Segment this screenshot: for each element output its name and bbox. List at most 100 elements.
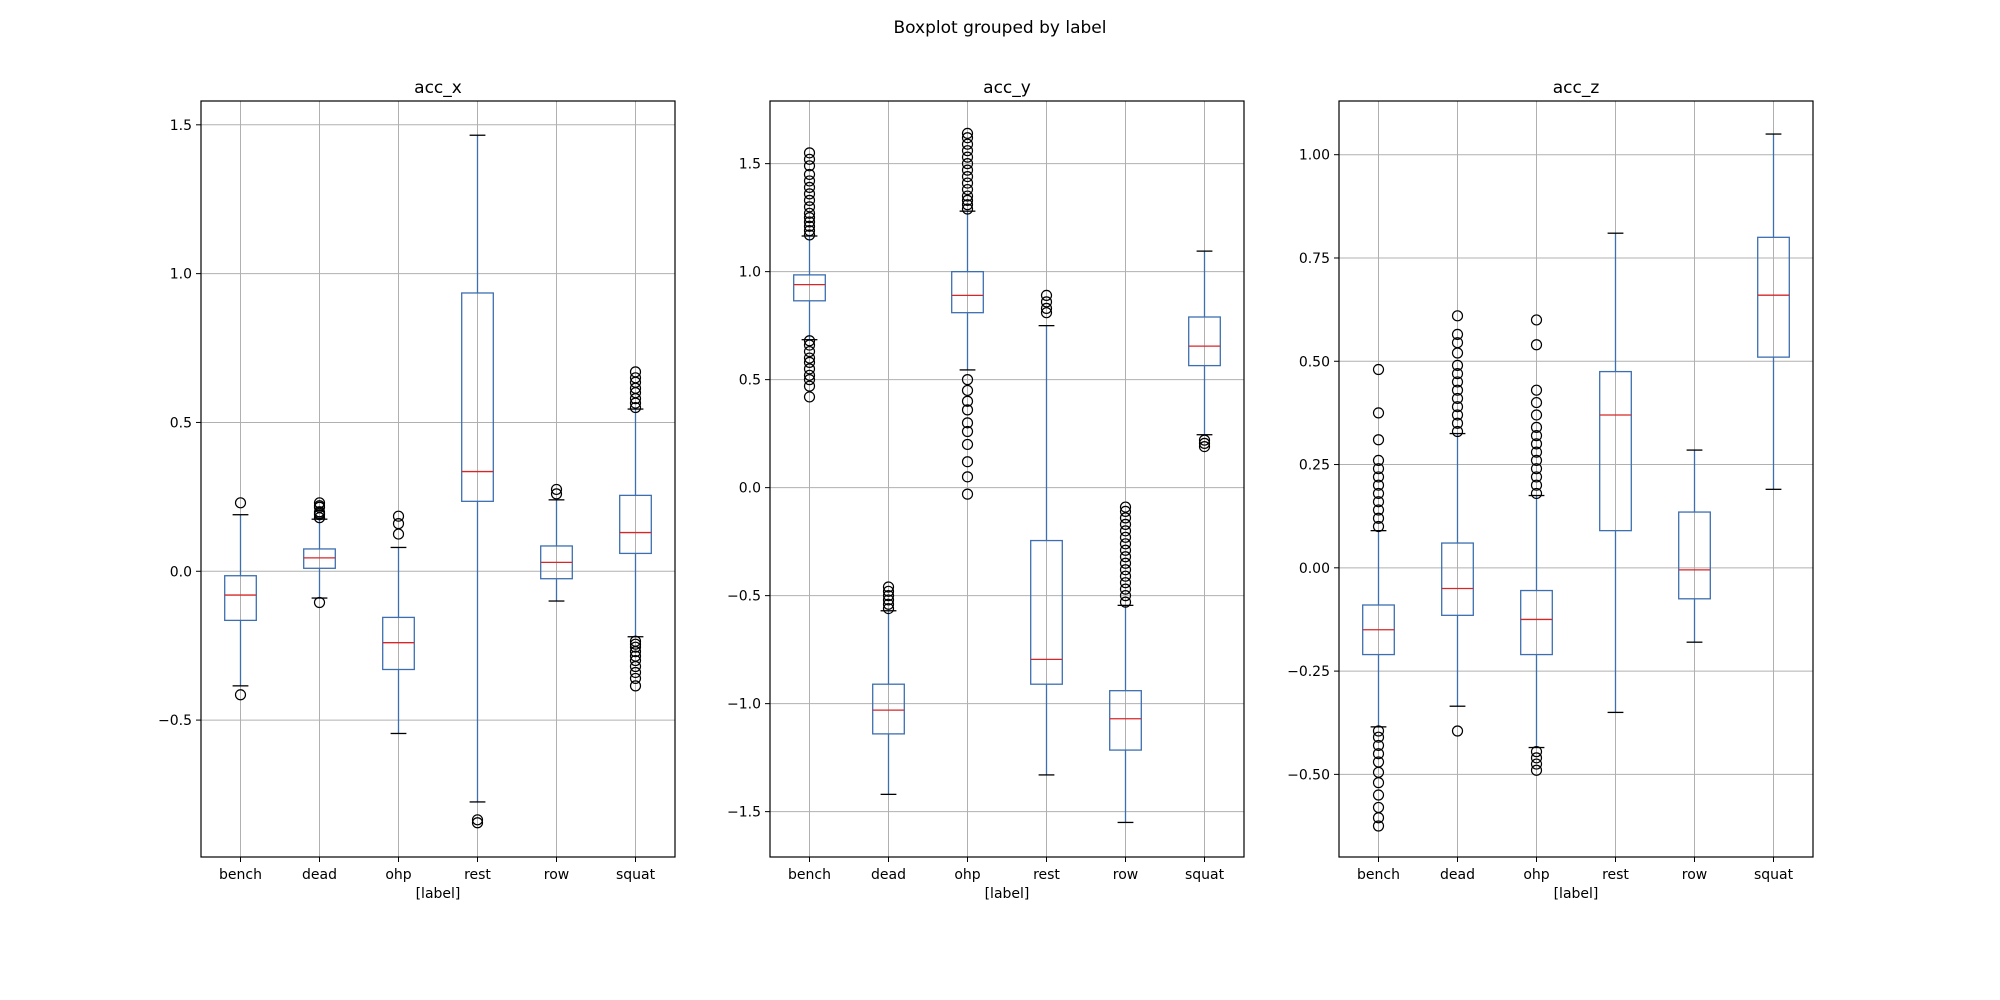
flier-point bbox=[882, 602, 895, 615]
flier-point bbox=[1530, 463, 1543, 475]
y-tick-label: 0.00 bbox=[1299, 561, 1330, 577]
box-iqr bbox=[1109, 690, 1142, 751]
flier-point bbox=[1530, 764, 1543, 776]
box-iqr bbox=[461, 292, 494, 502]
flier-point bbox=[961, 203, 974, 215]
flier-point bbox=[1040, 302, 1053, 314]
flier-point bbox=[1372, 496, 1385, 508]
box-bench bbox=[1362, 363, 1395, 832]
flier-point bbox=[961, 488, 974, 500]
flier-point bbox=[1372, 479, 1385, 491]
x-tick-label: bench bbox=[788, 867, 831, 883]
axes-frame bbox=[769, 100, 1245, 858]
flier-point bbox=[1372, 407, 1385, 419]
x-tick-label: bench bbox=[219, 867, 262, 883]
box-row bbox=[1678, 449, 1711, 643]
flier-point bbox=[1372, 504, 1385, 516]
flier-point bbox=[629, 654, 642, 667]
y-tick-label: −1.0 bbox=[727, 697, 761, 713]
flier-point bbox=[1451, 359, 1464, 371]
flier-point bbox=[1119, 557, 1132, 569]
subplot-title: acc_y bbox=[983, 78, 1031, 98]
flier-point bbox=[1530, 487, 1543, 500]
flier-point bbox=[803, 201, 816, 213]
flier-point bbox=[961, 194, 974, 206]
flier-point bbox=[961, 177, 974, 189]
flier-point bbox=[234, 689, 247, 701]
flier-point bbox=[961, 417, 974, 429]
flier-point bbox=[1198, 441, 1211, 453]
box-iqr bbox=[303, 548, 336, 569]
flier-point bbox=[961, 438, 974, 451]
x-tick-label: dead bbox=[1440, 867, 1475, 883]
box-iqr bbox=[1030, 539, 1063, 685]
flier-point bbox=[803, 374, 816, 386]
flier-point bbox=[803, 216, 816, 228]
flier-point bbox=[803, 181, 816, 193]
flier-point bbox=[1372, 820, 1385, 832]
flier-point bbox=[1119, 531, 1132, 543]
x-tick-label: squat bbox=[1185, 867, 1225, 883]
flier-point bbox=[803, 212, 816, 224]
flier-point bbox=[313, 497, 326, 509]
y-tick-label: 0.50 bbox=[1299, 354, 1330, 370]
flier-point bbox=[313, 596, 326, 609]
flier-point bbox=[961, 158, 974, 170]
flier-point bbox=[1119, 544, 1132, 556]
flier-point bbox=[234, 497, 247, 509]
flier-point bbox=[961, 456, 974, 468]
flier-point bbox=[1372, 801, 1385, 814]
x-tick-label: rest bbox=[1602, 867, 1629, 883]
flier-point bbox=[550, 483, 563, 496]
flier-point bbox=[1530, 384, 1543, 396]
flier-point bbox=[961, 164, 974, 176]
flier-point bbox=[882, 590, 895, 602]
flier-point bbox=[1119, 570, 1132, 582]
box-iqr bbox=[382, 616, 415, 671]
flier-point bbox=[1530, 339, 1543, 351]
y-tick-label: 1.0 bbox=[739, 265, 761, 281]
flier-point bbox=[1451, 337, 1464, 349]
flier-point bbox=[803, 220, 816, 232]
flier-point bbox=[961, 171, 974, 183]
flier-point bbox=[629, 666, 642, 679]
y-tick-label: 0.75 bbox=[1299, 251, 1330, 267]
box-iqr bbox=[1599, 370, 1632, 532]
y-tick-label: 1.5 bbox=[170, 118, 192, 134]
flier-point bbox=[471, 817, 484, 829]
flier-point bbox=[1530, 438, 1543, 450]
flier-point bbox=[1372, 756, 1385, 768]
flier-point bbox=[1119, 505, 1132, 517]
flier-point bbox=[1530, 409, 1543, 421]
flier-point bbox=[1451, 401, 1464, 413]
box-rest bbox=[1030, 289, 1063, 776]
flier-point bbox=[1451, 384, 1464, 396]
x-axis-label: [label] bbox=[985, 886, 1030, 902]
flier-point bbox=[1451, 417, 1464, 429]
flier-point bbox=[313, 506, 326, 518]
flier-point bbox=[961, 471, 974, 483]
flier-point bbox=[629, 638, 642, 650]
x-axis-label: [label] bbox=[1554, 886, 1599, 902]
flier-point bbox=[1530, 746, 1543, 758]
subplot-title: acc_x bbox=[414, 78, 462, 98]
flier-point bbox=[882, 594, 895, 606]
flier-point bbox=[803, 352, 816, 364]
x-tick-label: row bbox=[1682, 867, 1707, 883]
flier-point bbox=[629, 366, 642, 378]
flier-point bbox=[1372, 731, 1385, 743]
flier-point bbox=[1119, 577, 1132, 589]
flier-point bbox=[392, 510, 405, 522]
flier-point bbox=[550, 488, 563, 500]
axes-frame bbox=[200, 100, 676, 858]
flier-point bbox=[961, 199, 974, 211]
box-iqr bbox=[619, 494, 652, 555]
box-ohp bbox=[951, 127, 984, 500]
y-tick-label: 0.0 bbox=[739, 481, 761, 497]
flier-point bbox=[1530, 454, 1543, 467]
flier-point bbox=[1119, 501, 1132, 513]
flier-point bbox=[803, 380, 816, 392]
flier-point bbox=[1530, 752, 1543, 764]
x-tick-label: rest bbox=[464, 867, 491, 883]
flier-point bbox=[1530, 758, 1543, 770]
